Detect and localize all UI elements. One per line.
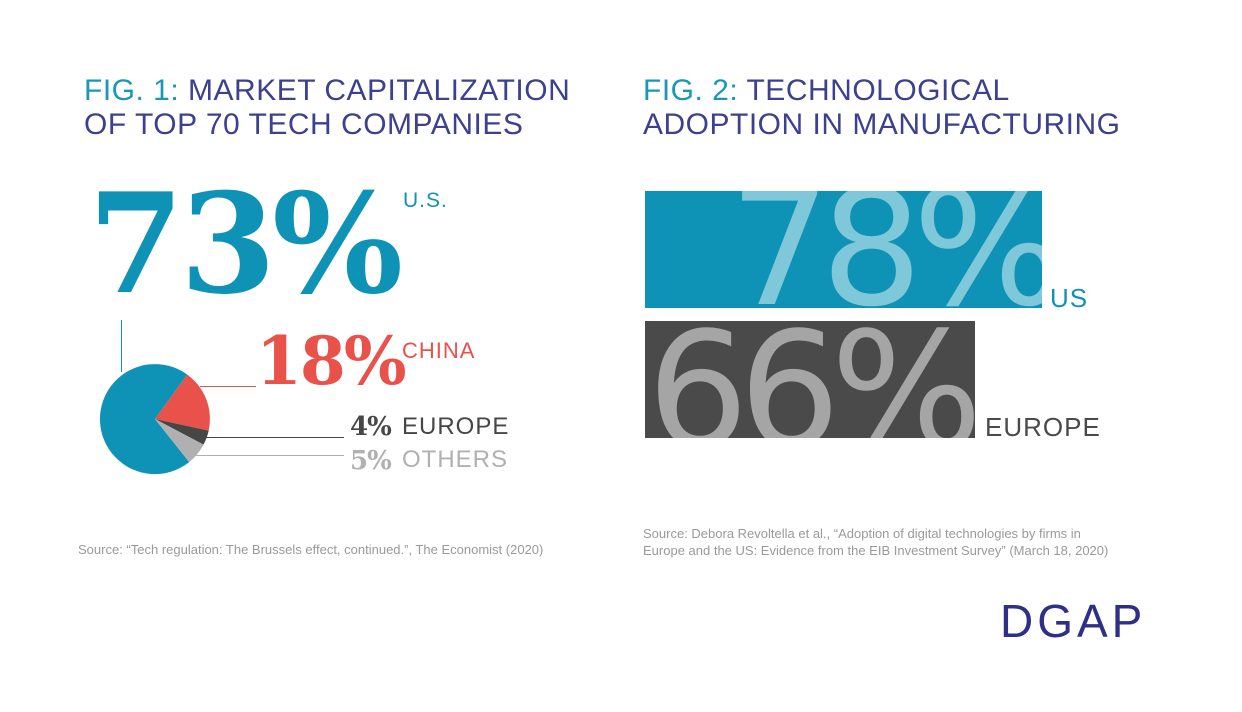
pie-slice-others — [155, 419, 204, 463]
fig2-source-line2: Europe and the US: Evidence from the EIB… — [643, 543, 1109, 558]
fig2-source: Source: Debora Revoltella et al., “Adopt… — [643, 525, 1108, 559]
fig1-source: Source: “Tech regulation: The Brussels e… — [78, 542, 544, 557]
europe-bar: 66% — [645, 321, 975, 438]
pie-slice-china — [155, 374, 210, 431]
fig1-title-line1: FIG. 1: MARKET CAPITALIZATION — [84, 74, 571, 107]
us-bar-value: 78% — [729, 191, 1042, 308]
fig2-source-line1: Source: Debora Revoltella et al., “Adopt… — [643, 526, 1081, 541]
others-value: 5% — [350, 446, 392, 476]
fig2-title-line2: ADOPTION IN MANUFACTURING — [643, 108, 1121, 141]
dgap-logo: DGAP — [1000, 595, 1147, 647]
china-label: CHINA — [402, 338, 476, 363]
fig2-title-line1: FIG. 2: TECHNOLOGICAL — [643, 74, 1010, 107]
europe-label: EUROPE — [402, 413, 510, 440]
fig1-title-prefix: FIG. 1: — [84, 74, 180, 107]
pie-slice-us — [99, 364, 190, 475]
us-bar: 78% — [645, 191, 1042, 308]
others-label: OTHERS — [402, 446, 509, 473]
europe-bar-value: 66% — [647, 321, 975, 438]
fig2-title: FIG. 2: TECHNOLOGICAL ADOPTION IN MANUFA… — [643, 74, 1121, 142]
fig1-title-line2: OF TOP 70 TECH COMPANIES — [84, 108, 524, 141]
pie-chart — [99, 320, 344, 475]
us-bar-label: US — [1050, 283, 1089, 313]
pie-slice-europe — [155, 419, 209, 445]
china-value: 18% — [256, 322, 407, 400]
fig2-title-prefix: FIG. 2: — [643, 74, 739, 107]
us-value: 73% — [88, 162, 403, 325]
europe-bar-label: EUROPE — [985, 412, 1101, 442]
us-label: U.S. — [403, 189, 448, 212]
fig1-title: FIG. 1: MARKET CAPITALIZATION OF TOP 70 … — [84, 74, 570, 142]
europe-value: 4% — [350, 412, 392, 442]
